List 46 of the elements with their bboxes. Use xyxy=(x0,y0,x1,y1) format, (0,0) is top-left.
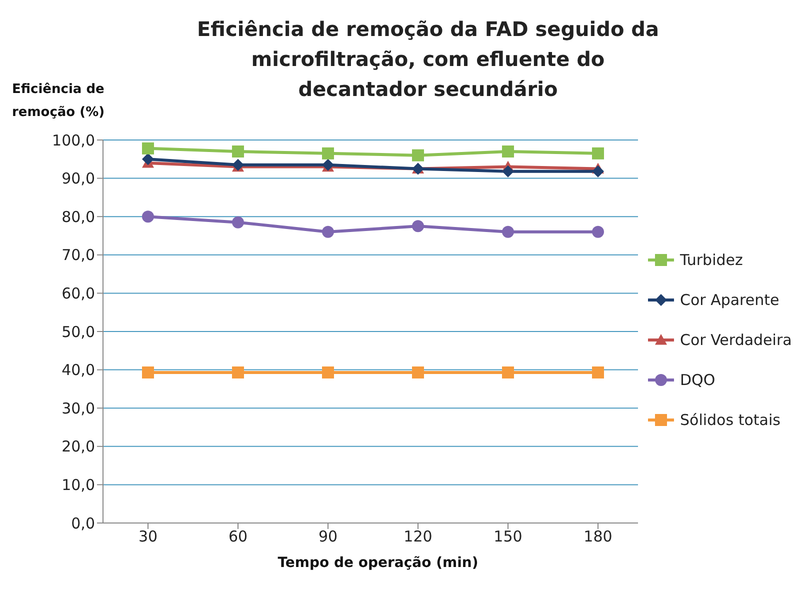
point xyxy=(322,366,334,378)
y-tick-label: 60,0 xyxy=(62,284,95,303)
y-tick-label: 90,0 xyxy=(62,170,95,188)
point xyxy=(502,366,514,378)
y-tick-label: 40,0 xyxy=(62,361,95,380)
point xyxy=(502,165,514,178)
point xyxy=(142,366,154,378)
point xyxy=(232,216,244,228)
point xyxy=(322,147,334,160)
point xyxy=(142,142,154,154)
legend-label: DQO xyxy=(680,371,716,389)
x-tick-label: 90 xyxy=(318,528,338,546)
y-tick-label: 50,0 xyxy=(62,322,95,341)
x-tick-label: 120 xyxy=(404,528,432,546)
y-tick-label: 100,0 xyxy=(52,131,95,150)
point xyxy=(502,145,514,158)
point xyxy=(232,366,244,378)
point xyxy=(412,149,424,162)
legend-label: Cor Aparente xyxy=(680,291,780,309)
point xyxy=(232,145,244,158)
legend-label: Turbidez xyxy=(680,251,743,269)
y-tick-label: 10,0 xyxy=(62,476,95,494)
legend-label: Sólidos totais xyxy=(680,411,780,429)
y-tick-label: 20,0 xyxy=(62,438,95,456)
x-tick-label: 30 xyxy=(138,528,158,546)
point xyxy=(592,165,604,178)
chart-title: Eficiência de remoção da FAD seguido da microfiltração, com efluente do decantador secundário xyxy=(196,16,660,103)
x-tick-label: 150 xyxy=(494,528,522,546)
point xyxy=(142,210,154,223)
legend-label: Cor Verdadeira xyxy=(680,331,792,349)
point xyxy=(142,153,154,166)
y-tick-label: 70,0 xyxy=(62,246,95,264)
x-tick-label: 60 xyxy=(228,528,248,546)
point xyxy=(322,226,334,238)
point xyxy=(592,366,604,378)
point xyxy=(592,147,604,160)
y-axis-title: Eficiência de remoção (%) xyxy=(12,81,106,122)
x-tick-label: 180 xyxy=(584,528,612,546)
y-tick-label: 30,0 xyxy=(62,399,95,418)
point xyxy=(412,366,424,378)
y-tick-label: 0,0 xyxy=(71,514,95,532)
y-tick-label: 80,0 xyxy=(62,208,95,226)
point xyxy=(502,226,514,238)
point xyxy=(412,220,424,232)
x-axis-title: Tempo de operação (min) xyxy=(276,555,480,571)
point xyxy=(592,226,604,238)
